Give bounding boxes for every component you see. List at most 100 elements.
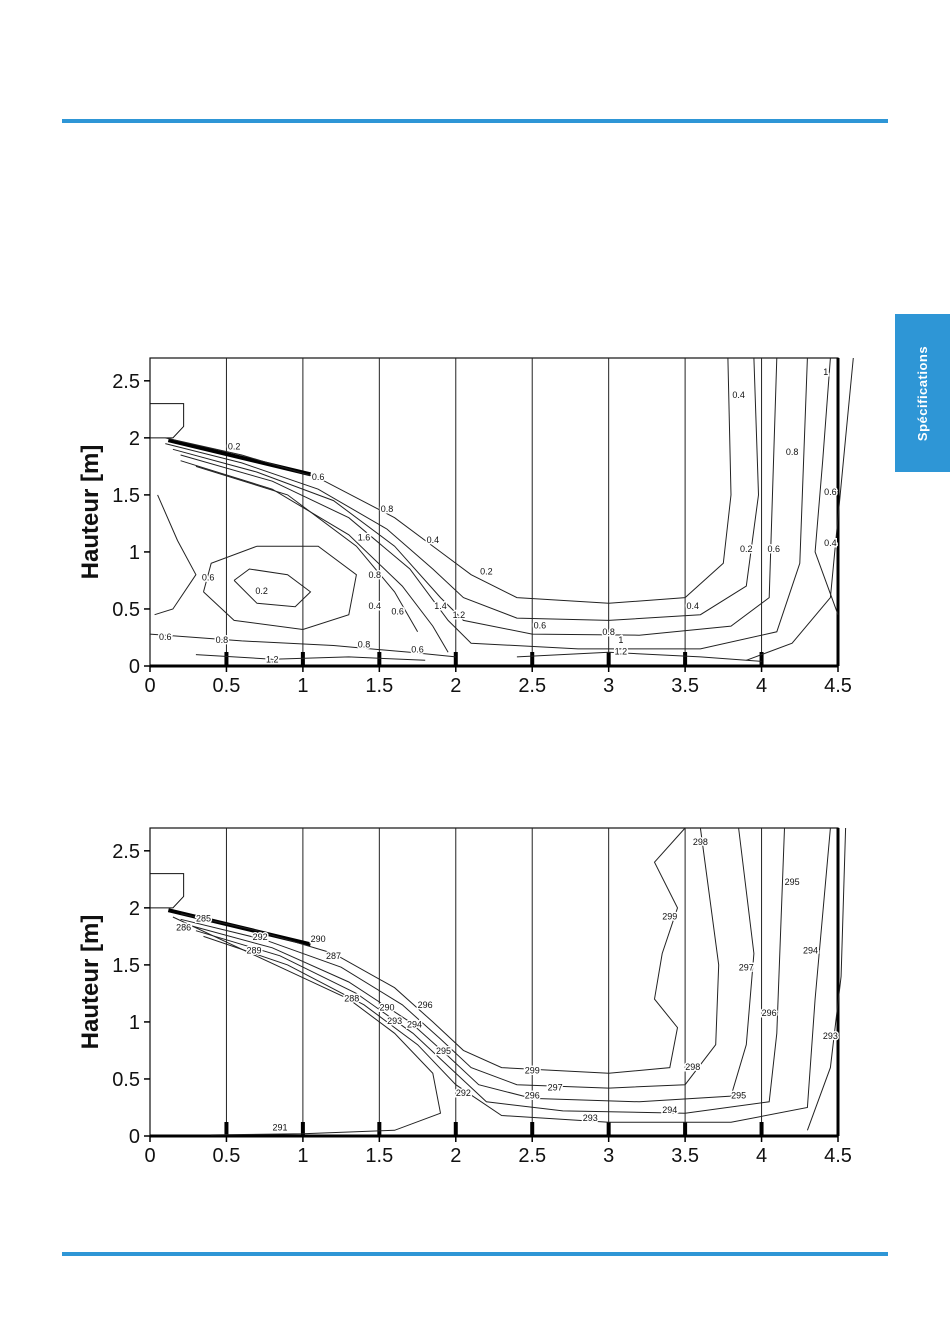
contour-line bbox=[172, 357, 778, 636]
contour-label: 295 bbox=[436, 1046, 451, 1056]
contour-label: 295 bbox=[785, 877, 800, 887]
contour-line bbox=[149, 633, 456, 658]
x-tick-label: 4.5 bbox=[824, 1145, 852, 1167]
x-tick-label: 3.5 bbox=[671, 675, 699, 697]
contour-line bbox=[165, 357, 760, 621]
contour-label: 1 bbox=[823, 367, 828, 377]
y-tick-label: 2.5 bbox=[112, 841, 140, 863]
contour-label: 294 bbox=[803, 945, 818, 955]
y-tick-label: 1.5 bbox=[112, 485, 140, 507]
x-tick-label: 1 bbox=[297, 1145, 308, 1167]
contour-label: 287 bbox=[326, 951, 341, 961]
top-accent-rule bbox=[62, 119, 888, 123]
contour-line bbox=[180, 460, 449, 653]
contour-label: 1 bbox=[618, 635, 623, 645]
contour-label: 0.6 bbox=[391, 607, 404, 617]
bottom-accent-rule bbox=[62, 1252, 888, 1256]
contour-line bbox=[806, 827, 847, 1131]
contour-label: 293 bbox=[387, 1016, 402, 1026]
y-tick-label: 0.5 bbox=[112, 1069, 140, 1091]
contour-line bbox=[195, 827, 785, 1114]
y-tick-label: 1 bbox=[129, 542, 140, 564]
contour-line bbox=[180, 827, 686, 1074]
contour-line bbox=[203, 827, 831, 1123]
side-tab-specifications[interactable]: Spécifications bbox=[895, 314, 950, 472]
contour-label: 295 bbox=[731, 1090, 746, 1100]
y-axis-label: Hauteur [m] bbox=[77, 915, 104, 1050]
contour-label: 297 bbox=[739, 963, 754, 973]
x-tick-label: 0.5 bbox=[213, 675, 241, 697]
x-tick-label: 2.5 bbox=[518, 675, 546, 697]
y-tick-label: 1.5 bbox=[112, 955, 140, 977]
contour-label: 293 bbox=[583, 1113, 598, 1123]
contour-label: 292 bbox=[456, 1088, 471, 1098]
contour-label: 0.8 bbox=[216, 635, 229, 645]
x-tick-label: 1.5 bbox=[365, 1145, 393, 1167]
x-tick-label: 0.5 bbox=[213, 1145, 241, 1167]
contour-line bbox=[180, 827, 720, 1089]
x-tick-label: 3 bbox=[603, 675, 614, 697]
contour-line bbox=[180, 357, 808, 650]
contour-line bbox=[165, 357, 732, 604]
contour-label: 0.6 bbox=[312, 472, 325, 482]
x-tick-label: 2.5 bbox=[518, 1145, 546, 1167]
contour-label: 290 bbox=[311, 934, 326, 944]
contour-label: 290 bbox=[379, 1003, 394, 1013]
contour-line bbox=[188, 827, 755, 1103]
contour-label: 1.4 bbox=[434, 601, 447, 611]
contour-line bbox=[746, 357, 854, 661]
contour-label: 0.6 bbox=[768, 544, 781, 554]
contour-label: 0.2 bbox=[480, 567, 493, 577]
y-tick-label: 2 bbox=[129, 428, 140, 450]
contour-label: 1.6 bbox=[358, 533, 371, 543]
x-tick-label: 2 bbox=[450, 1145, 461, 1167]
contour-label: 0.4 bbox=[824, 538, 837, 548]
contour-label: 0.2 bbox=[228, 441, 241, 451]
contour-line bbox=[172, 916, 442, 1136]
contour-line bbox=[516, 651, 762, 662]
contour-label: 0.2 bbox=[740, 544, 753, 554]
contour-label: 298 bbox=[685, 1062, 700, 1072]
contour-label: 299 bbox=[525, 1065, 540, 1075]
contour-line bbox=[195, 654, 426, 661]
contour-label: 296 bbox=[525, 1090, 540, 1100]
contour-label: 0.8 bbox=[358, 640, 371, 650]
plot-frame bbox=[149, 357, 839, 667]
contour-label: 0.2 bbox=[255, 586, 268, 596]
contour-label: 0.6 bbox=[202, 572, 215, 582]
contour-label: 0.4 bbox=[368, 601, 381, 611]
contour-label: 294 bbox=[407, 1020, 422, 1030]
air-inlet-outline bbox=[150, 873, 185, 909]
contour-label: 285 bbox=[196, 914, 211, 924]
x-tick-label: 0 bbox=[144, 675, 155, 697]
contour-label: 1.2 bbox=[453, 610, 466, 620]
y-tick-label: 1 bbox=[129, 1012, 140, 1034]
contour-line bbox=[154, 494, 197, 616]
contour-label: 291 bbox=[272, 1122, 287, 1132]
contour-label: 288 bbox=[344, 993, 359, 1003]
contour-label: 296 bbox=[762, 1008, 777, 1018]
x-tick-label: 1 bbox=[297, 675, 308, 697]
x-tick-label: 4.5 bbox=[824, 675, 852, 697]
contour-label: 0.8 bbox=[381, 504, 394, 514]
contour-label: 0.6 bbox=[534, 620, 547, 630]
contour-label: 0.8 bbox=[786, 447, 799, 457]
contour-label: 0.4 bbox=[686, 601, 699, 611]
y-tick-label: 2.5 bbox=[112, 371, 140, 393]
contour-label: 1.2 bbox=[266, 655, 279, 665]
contour-label: 289 bbox=[246, 945, 261, 955]
contour-label: 0.8 bbox=[602, 627, 615, 637]
contour-label: 0.8 bbox=[368, 570, 381, 580]
contour-label: 292 bbox=[253, 932, 268, 942]
contour-label: 0.4 bbox=[732, 390, 745, 400]
contour-label: 298 bbox=[693, 837, 708, 847]
contour-line bbox=[233, 568, 312, 608]
contour-line bbox=[814, 357, 839, 615]
air-inlet-outline bbox=[150, 403, 185, 439]
contour-label: 1.2 bbox=[615, 647, 628, 657]
x-tick-label: 3 bbox=[603, 1145, 614, 1167]
velocity-contour-chart: 0.2 0.6 0.8 0.4 0.2 1.6 0.8 0.6 0.4 1.4 1.2 0.2 0.6 0… bbox=[77, 357, 854, 697]
side-tab-label: Spécifications bbox=[915, 345, 931, 441]
contour-label: 294 bbox=[662, 1105, 677, 1115]
